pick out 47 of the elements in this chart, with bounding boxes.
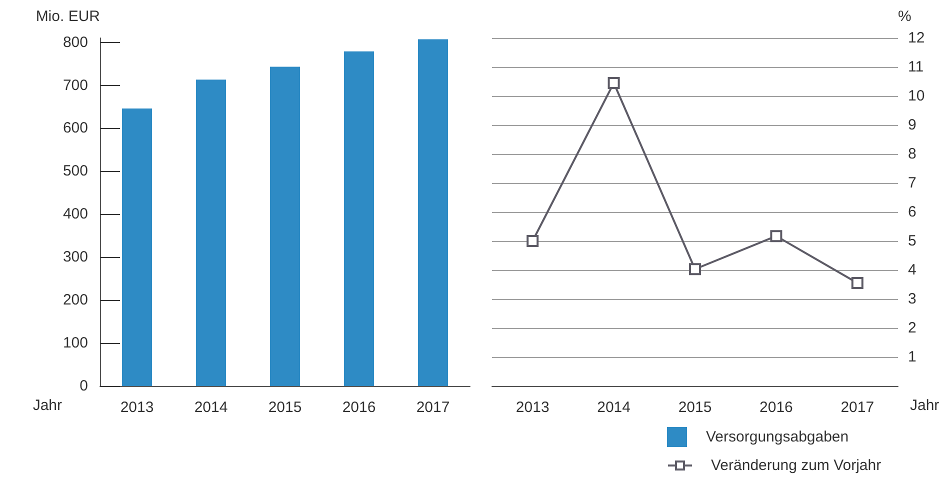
x-tick-label: 2017 <box>840 399 874 416</box>
point <box>689 263 701 276</box>
y-tick-label: 200 <box>62 292 88 309</box>
x-tick-label: 2017 <box>416 399 450 416</box>
point <box>608 76 620 89</box>
x-tick-label: 2013 <box>120 399 154 416</box>
y2-tick-label: 3 <box>908 290 916 308</box>
point <box>526 235 539 247</box>
y-tick-label: 800 <box>62 34 88 51</box>
x-axis-title: Jahr <box>32 397 62 414</box>
y-tick-label: 400 <box>62 206 88 223</box>
y2-tick-label: 8 <box>908 146 916 162</box>
x-tick-label: 2015 <box>268 399 302 416</box>
y2-tick-label: 5 <box>908 232 916 250</box>
y-tick-label: 0 <box>80 378 88 394</box>
y2-tick-label: 10 <box>908 88 925 104</box>
y-tick-label: 100 <box>62 334 88 352</box>
x-tick-label: 2015 <box>678 399 712 416</box>
bar <box>270 66 300 386</box>
y2-tick-label: 6 <box>908 204 916 220</box>
x-axis-title: Jahr <box>910 397 940 414</box>
y2-tick-label: 4 <box>908 262 916 278</box>
legend-label: Veränderung zum Vorjahr <box>711 457 882 474</box>
x-tick-label: 2016 <box>342 399 376 416</box>
legend-label: Versorgungsabgaben <box>706 428 849 446</box>
y2-axis-title: % <box>898 8 912 25</box>
bar <box>418 39 448 386</box>
y-tick-label: 500 <box>62 162 88 180</box>
y-tick-label: 300 <box>62 248 88 266</box>
y-tick-label: 600 <box>62 120 88 137</box>
point <box>770 230 782 242</box>
x-tick-label: 2014 <box>597 399 630 416</box>
x-tick-label: 2013 <box>516 399 550 416</box>
point <box>851 277 864 290</box>
y-axis-title: Mio. EUR <box>36 8 100 25</box>
y2-tick-label: 2 <box>908 320 916 336</box>
bar <box>196 80 226 386</box>
y-tick-label: 700 <box>62 76 88 94</box>
bar <box>344 51 374 386</box>
y2-tick-label: 1 <box>908 348 916 366</box>
y2-tick-label: 11 <box>908 58 924 76</box>
x-tick-label: 2016 <box>760 399 793 416</box>
bar <box>122 108 152 386</box>
y2-tick-label: 9 <box>908 116 916 134</box>
y2-tick-label: 7 <box>908 174 916 192</box>
x-tick-label: 2014 <box>194 399 228 416</box>
y2-tick-label: 12 <box>908 30 925 46</box>
